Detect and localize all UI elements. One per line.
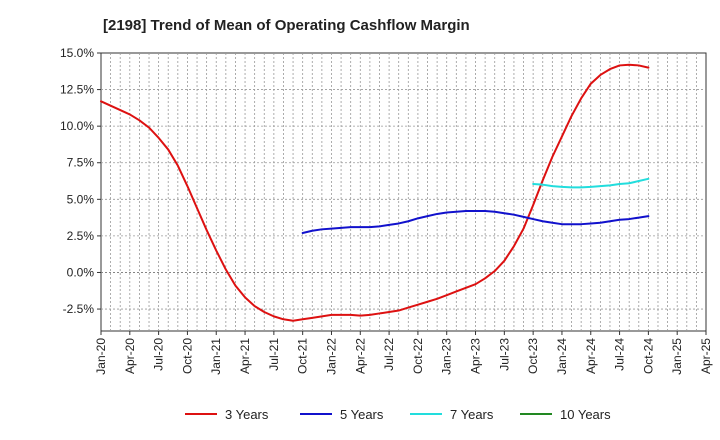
x-tick-label: Jan-20 [94,338,108,375]
x-axis: Jan-20 Apr-20 Jul-20 Oct-20 Jan-21 Apr-21 Jul-… [94,331,713,375]
x-tick-label: Jul-23 [497,338,511,371]
x-tick-label: Jul-22 [382,338,396,371]
grid [101,53,706,331]
y-tick-label: 7.5% [67,156,95,170]
x-tick-label: Oct-24 [641,338,655,374]
x-tick-label: Oct-22 [411,338,425,374]
y-axis: -2.5% 0.0% 2.5% 5.0% 7.5% 10.0% 12.5% 15.0% [60,46,101,316]
x-tick-label: Jul-21 [267,338,281,371]
legend-label-3-years: 3 Years [225,407,269,422]
x-tick-label: Jan-23 [440,338,454,375]
legend-label-5-years: 5 Years [340,407,384,422]
x-tick-label: Apr-25 [699,338,713,374]
y-tick-label: 5.0% [67,192,95,206]
x-tick-label: Apr-24 [584,338,598,374]
y-tick-label: 10.0% [60,119,94,133]
x-tick-label: Jan-24 [555,338,569,375]
y-tick-label: 12.5% [60,83,94,97]
x-tick-label: Oct-20 [180,338,194,374]
x-tick-label: Jul-24 [613,338,627,371]
plot-frame [100,52,707,332]
x-tick-label: Apr-20 [123,338,137,374]
x-tick-label: Jul-20 [152,338,166,371]
series-line-7-years [532,177,650,189]
series-layer [100,63,650,322]
plot-area [100,52,707,332]
series-line-3-years [100,63,650,322]
y-tick-label: 0.0% [67,265,95,279]
y-tick-label: -2.5% [63,302,95,316]
x-tick-label: Oct-23 [526,338,540,374]
x-tick-label: Jan-22 [324,338,338,375]
x-tick-label: Apr-23 [469,338,483,374]
x-tick-label: Apr-22 [353,338,367,374]
chart-title: [2198] Trend of Mean of Operating Cashfl… [103,17,470,34]
x-tick-label: Oct-21 [296,338,310,374]
legend-label-7-years: 7 Years [450,407,494,422]
legend-label-10-years: 10 Years [560,407,611,422]
x-tick-label: Jan-21 [209,338,223,375]
y-tick-label: 2.5% [67,229,95,243]
series-line-5-years [301,210,650,234]
y-tick-label: 15.0% [60,46,94,60]
x-tick-label: Jan-25 [670,338,684,375]
x-tick-label: Apr-21 [238,338,252,374]
legend: 3 Years 5 Years 7 Years 10 Years [185,407,611,422]
